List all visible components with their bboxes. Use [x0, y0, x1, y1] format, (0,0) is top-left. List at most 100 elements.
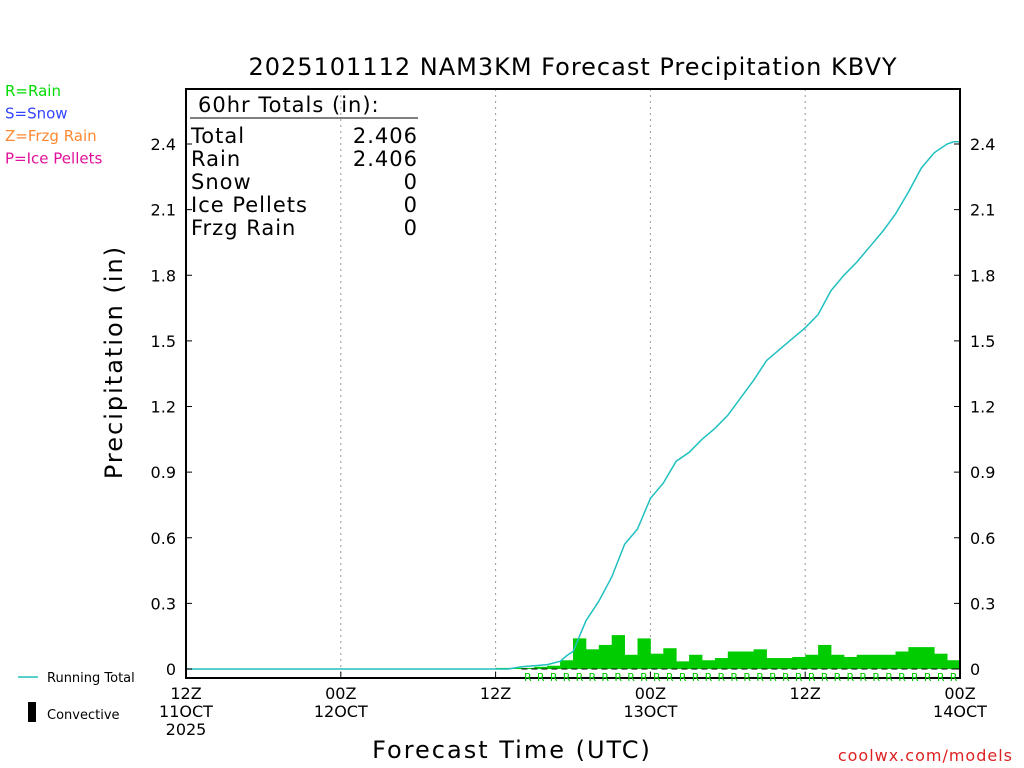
hourly-rain-bar [766, 658, 780, 669]
hourly-rain-bar [895, 651, 909, 669]
precip-type-key: R=Rain S=Snow Z=Frzg Rain P=Ice Pellets [5, 82, 102, 168]
rain-marker: R [589, 671, 597, 684]
rain-marker: R [911, 671, 919, 684]
rain-marker: R [730, 671, 738, 684]
x-tick-label: 14OCT [933, 702, 987, 721]
rain-marker: R [627, 671, 635, 684]
chart-legend: Running Total Convective [18, 671, 135, 723]
rain-marker: R [524, 671, 532, 684]
chart-title: 2025101112 NAM3KM Forecast Precipitation… [248, 53, 897, 81]
rain-marker: R [614, 671, 622, 684]
hourly-rain-bar [624, 654, 638, 669]
totals-row-label: Ice Pellets [191, 193, 308, 217]
hourly-rain-bar [753, 649, 767, 669]
rain-marker: R [550, 671, 558, 684]
y-tick-label: 1.2 [151, 398, 176, 417]
hourly-rain-bar [676, 661, 690, 669]
running-total-line [186, 141, 960, 670]
hourly-rain-bar [843, 656, 858, 669]
hourly-rain-bar [663, 648, 677, 669]
rain-marker: R [756, 671, 764, 684]
x-tick-label: 12Z [170, 684, 201, 703]
y-tick-label: 2.1 [970, 201, 995, 220]
y-tick-label: 0.9 [151, 463, 176, 482]
running-total-legend-label: Running Total [47, 671, 135, 686]
rain-marker: R [924, 671, 932, 684]
y-tick-label: 0.3 [970, 594, 995, 613]
rain-marker: R [885, 671, 893, 684]
rain-marker: R [576, 671, 584, 684]
vertical-gridlines [340, 89, 806, 678]
hourly-rain-bar [585, 649, 600, 669]
totals-row-label: Total [190, 124, 245, 148]
y-tick-label: 0.6 [970, 529, 995, 548]
hourly-rain-bar [534, 666, 548, 669]
x-tick-label: 12OCT [314, 702, 368, 721]
y-tick-label: 0 [970, 660, 980, 679]
rain-marker: R [563, 671, 571, 684]
x-tick-label: 11OCT [159, 702, 213, 721]
rain-marker: R [937, 671, 945, 684]
hourly-rain-bar [908, 647, 922, 669]
hourly-rain-bar [689, 654, 703, 669]
precip-type-key-item: P=Ice Pellets [5, 150, 102, 168]
y-tick-label: 0 [166, 660, 176, 679]
rain-marker: R [782, 671, 790, 684]
totals-row-value: 0 [404, 216, 418, 240]
y-tick-label: 0.9 [970, 463, 995, 482]
precip-type-key-item: R=Rain [5, 82, 61, 100]
x-tick-label: 12Z [790, 684, 821, 703]
totals-row-value: 2.406 [353, 124, 418, 148]
y-tick-label: 1.2 [970, 398, 995, 417]
hourly-rain-bar [740, 651, 754, 669]
convective-legend-swatch [28, 702, 36, 722]
x-tick-label: 13OCT [623, 702, 677, 721]
hourly-rain-bar [856, 654, 871, 669]
totals-row-value: 2.406 [353, 147, 418, 171]
y-tick-label: 2.1 [151, 201, 176, 220]
rain-marker: R [692, 671, 700, 684]
hourly-rain-bar [934, 653, 948, 669]
y-ticks-right: 0 0.3 0.6 0.9 1.2 1.5 1.8 2.1 2.4 [954, 135, 995, 679]
hourly-rain-bar [598, 644, 613, 669]
y-axis-label: Precipitation (in) [100, 245, 128, 479]
rain-marker: R [808, 671, 816, 684]
y-tick-label: 1.5 [151, 332, 176, 351]
rain-marker: R [821, 671, 829, 684]
totals-box: 60hr Totals (in): Total 2.406 Rain 2.406 Sno… [190, 93, 418, 240]
hourly-rain-bar [805, 654, 819, 669]
rain-marker: R [705, 671, 713, 684]
y-tick-label: 1.8 [151, 266, 176, 285]
y-tick-label: 2.4 [970, 135, 995, 154]
x-tick-label: 00Z [635, 684, 666, 703]
hourly-rain-bar [650, 653, 664, 669]
rain-marker: R [601, 671, 609, 684]
y-tick-label: 0.6 [151, 529, 176, 548]
hourly-rain-bar [818, 644, 832, 669]
hourly-rain-bar [882, 654, 896, 669]
hourly-rain-bar [714, 658, 729, 669]
credit-text: coolwx.com/models [838, 746, 1013, 765]
rain-marker: R [795, 671, 803, 684]
rain-marker: R [679, 671, 687, 684]
rain-marker: R [847, 671, 855, 684]
rain-marker: R [640, 671, 648, 684]
hourly-bars [495, 635, 961, 669]
totals-row-label: Rain [191, 147, 241, 171]
hourly-rain-bar [573, 638, 587, 669]
y-tick-label: 0.3 [151, 594, 176, 613]
hourly-rain-bar [792, 656, 806, 669]
x-tick-label: 12Z [480, 684, 511, 703]
rain-marker: R [666, 671, 674, 684]
x-tick-label: 2025 [166, 720, 207, 739]
totals-row-value: 0 [404, 170, 418, 194]
rain-marker: R [743, 671, 751, 684]
totals-row-label: Frzg Rain [191, 216, 296, 240]
hourly-rain-bar [921, 647, 935, 669]
y-tick-label: 1.5 [970, 332, 995, 351]
hourly-rain-bar [831, 654, 845, 669]
hourly-rain-bar [947, 660, 961, 669]
x-tick-label: 00Z [325, 684, 356, 703]
